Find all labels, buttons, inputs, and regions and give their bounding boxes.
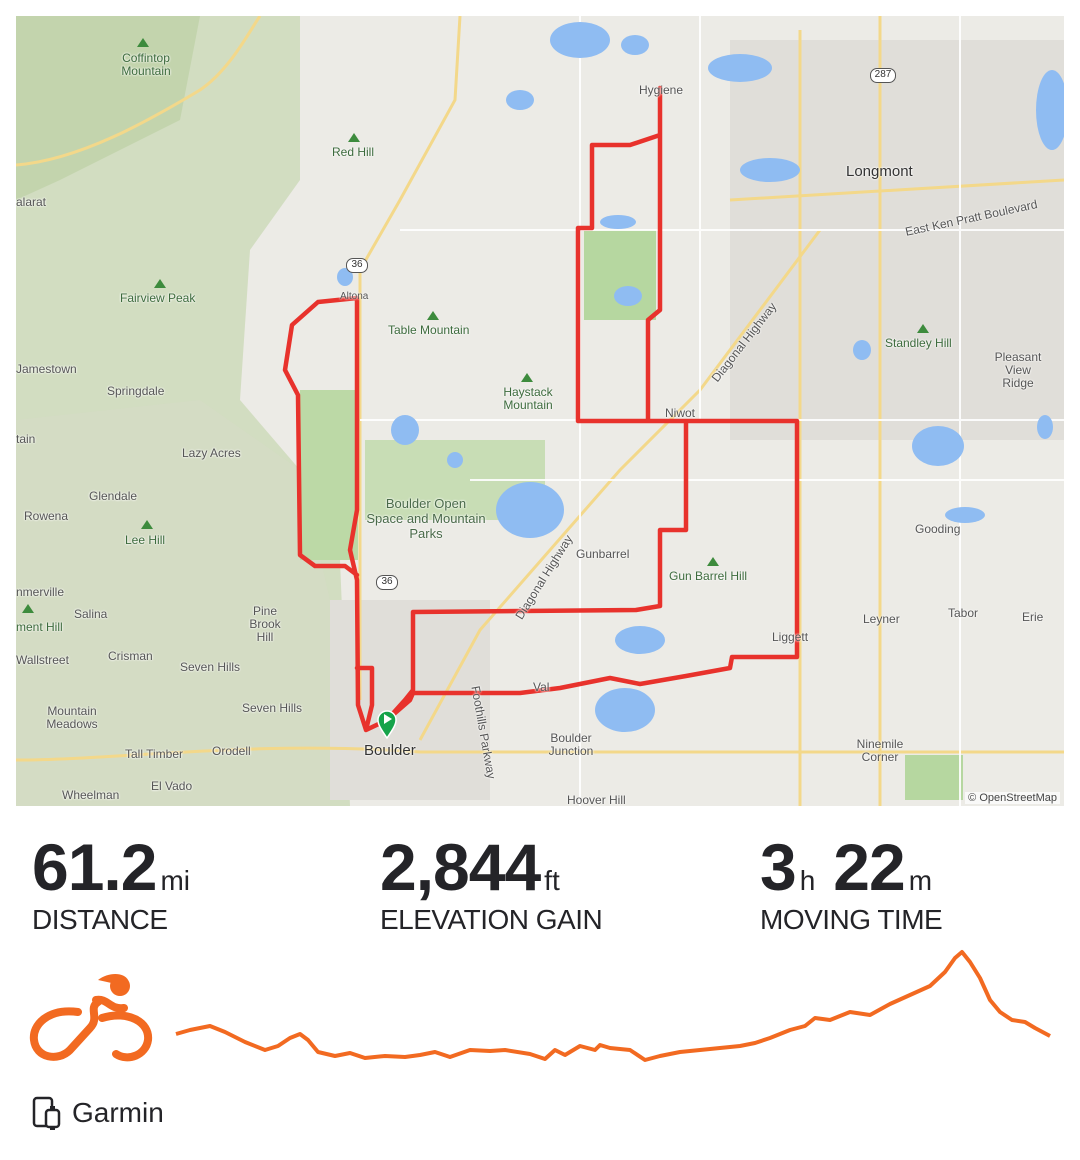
stat-value: 2,844 [380, 830, 541, 904]
stat-label: ELEVATION GAIN [380, 904, 603, 935]
map-label: Crisman [108, 649, 153, 663]
device-sync-icon [32, 1096, 61, 1130]
map-label: Altona [340, 291, 369, 302]
map-label: Boulder Open Space and Mountain Parks [366, 496, 486, 541]
map-label: Mountain Meadows [46, 704, 98, 731]
map-label: Wallstreet [16, 653, 69, 667]
highway-shield: 36 [376, 575, 398, 590]
route-line [282, 85, 800, 733]
stat-unit: h [799, 865, 816, 896]
map-label: Standley Hill [885, 336, 952, 350]
map-label: Glendale [89, 489, 138, 503]
stat-unit: mi [160, 865, 191, 896]
map-label: Gun Barrel Hill [669, 569, 748, 583]
map-label: Seven Hills [180, 660, 241, 674]
highway-shield: 36 [346, 258, 368, 273]
map-label: Fairview Peak [120, 291, 196, 305]
map-label: Longmont [846, 163, 913, 180]
map-label: Seven Hills [242, 701, 303, 715]
map-label: Pine Brook Hill [249, 604, 281, 644]
stat-label: DISTANCE [32, 904, 168, 935]
map-label: Rowena [24, 509, 69, 523]
device-name: Garmin [72, 1097, 164, 1128]
map-label: Erie [1022, 610, 1044, 624]
map-label: alarat [16, 195, 47, 209]
stat-value: 61.2 [32, 830, 157, 904]
stat-moving-time: 3 h 22 m MOVING TIME [760, 830, 943, 936]
stat-unit: m [908, 865, 933, 896]
map-label: Tall Timber [125, 747, 184, 761]
start-marker-icon [377, 710, 397, 740]
map-base [16, 16, 1064, 806]
stat-value: 22 [833, 830, 905, 904]
map-label: Lazy Acres [182, 446, 241, 460]
map-label: Niwot [665, 406, 696, 420]
map-label: Lee Hill [125, 533, 166, 547]
map-label: Orodell [212, 744, 251, 758]
map-label: Val [533, 680, 550, 694]
map-label: tain [16, 432, 36, 446]
map-label: Hoover Hill [567, 793, 626, 807]
map-label: Haystack Mountain [503, 385, 553, 412]
stat-distance: 61.2 mi DISTANCE [32, 832, 190, 936]
stat-unit: ft [544, 865, 560, 896]
map-label: Coffintop Mountain [121, 51, 171, 78]
map-label: Gunbarrel [576, 547, 630, 561]
map-label: Table Mountain [388, 323, 470, 337]
map-attribution[interactable]: © OpenStreetMap [965, 792, 1060, 804]
map-label: Gooding [915, 522, 961, 536]
map-label: ment Hill [16, 620, 63, 634]
map-label: Springdale [107, 384, 165, 398]
map-label: Tabor [948, 606, 979, 620]
highway-shield: 287 [870, 68, 896, 83]
device-info: Garmin [32, 1096, 164, 1130]
map-label: Boulder Junction [548, 731, 594, 758]
map-label: Liggett [772, 630, 809, 644]
map-label: Salina [74, 607, 108, 621]
map-label: Red Hill [332, 145, 375, 159]
route-map[interactable]: Coffintop Mountain Red Hill alarat Fairv… [16, 16, 1064, 806]
map-label: Hygiene [639, 83, 684, 97]
stat-elevation-gain: 2,844 ft ELEVATION GAIN [380, 830, 603, 936]
map-label: Pleasant View Ridge [994, 350, 1042, 390]
stat-value: 3 [760, 830, 797, 904]
cycling-icon [29, 974, 153, 1062]
map-label: Ninemile Corner [856, 737, 904, 764]
map-label: Jamestown [16, 362, 77, 376]
map-label: Leyner [863, 612, 900, 626]
stat-label: MOVING TIME [760, 904, 943, 935]
elevation-profile [175, 950, 1051, 1062]
map-label: El Vado [151, 779, 193, 793]
map-label: Wheelman [62, 788, 120, 802]
map-label: Boulder [364, 742, 416, 759]
map-label: nmerville [16, 585, 65, 599]
